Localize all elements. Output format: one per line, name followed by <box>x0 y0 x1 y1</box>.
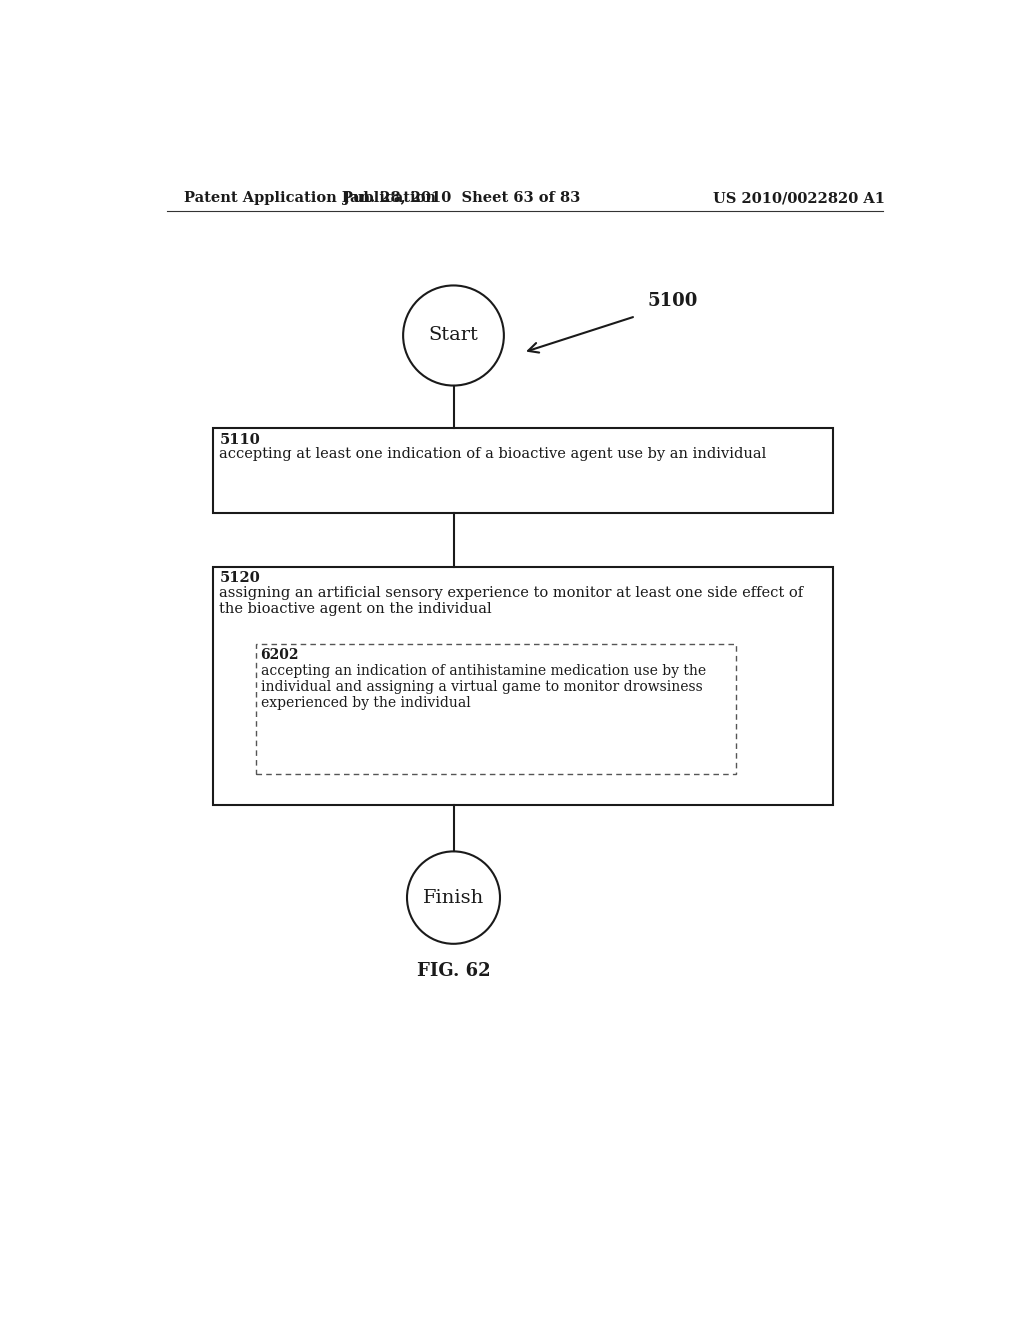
Bar <box>256 644 736 775</box>
Text: Jan. 28, 2010  Sheet 63 of 83: Jan. 28, 2010 Sheet 63 of 83 <box>343 191 580 206</box>
Text: accepting at least one indication of a bioactive agent use by an individual: accepting at least one indication of a b… <box>219 447 767 461</box>
Text: 5100: 5100 <box>647 292 697 310</box>
Text: US 2010/0022820 A1: US 2010/0022820 A1 <box>713 191 885 206</box>
Text: Patent Application Publication: Patent Application Publication <box>183 191 436 206</box>
Text: accepting an indication of antihistamine medication use by the
individual and as: accepting an indication of antihistamine… <box>260 664 706 710</box>
Text: Start: Start <box>429 326 478 345</box>
Text: FIG. 62: FIG. 62 <box>417 962 490 979</box>
Bar <box>213 428 834 512</box>
Text: Finish: Finish <box>423 888 484 907</box>
Text: 5110: 5110 <box>219 433 260 446</box>
Bar <box>213 566 834 805</box>
Text: 6202: 6202 <box>260 648 299 663</box>
Text: 5120: 5120 <box>219 572 260 585</box>
Text: assigning an artificial sensory experience to monitor at least one side effect o: assigning an artificial sensory experien… <box>219 586 804 616</box>
